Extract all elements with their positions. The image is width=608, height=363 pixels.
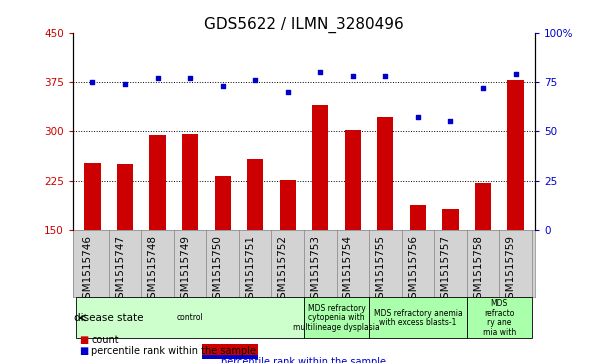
Point: [88, 79, 97, 85]
Text: GSM1515746: GSM1515746: [83, 235, 92, 305]
Text: GSM1515756: GSM1515756: [408, 235, 418, 305]
Text: disease state: disease state: [74, 313, 143, 323]
Bar: [312, 105, 328, 230]
Point: [316, 69, 325, 75]
Bar: [150, 135, 166, 230]
Bar: [475, 183, 491, 230]
Text: GSM1515753: GSM1515753: [310, 235, 320, 305]
Bar: [215, 176, 231, 230]
Text: ■: ■: [79, 335, 88, 345]
Bar: [247, 159, 263, 230]
Text: MDS refractory anemia
with excess blasts-1: MDS refractory anemia with excess blasts…: [373, 309, 462, 327]
Point: [250, 77, 260, 83]
Text: GSM1515754: GSM1515754: [343, 235, 353, 305]
Point: [446, 118, 455, 124]
Point: [283, 89, 292, 95]
Text: MDS
refracto
ry ane
mia with: MDS refracto ry ane mia with: [483, 299, 516, 337]
Bar: [202, 344, 258, 358]
Text: GSM1515759: GSM1515759: [505, 235, 516, 305]
Text: GSM1515750: GSM1515750: [213, 235, 223, 305]
Bar: [467, 297, 532, 338]
Bar: [85, 163, 100, 230]
Text: control: control: [177, 313, 204, 322]
Point: [120, 81, 130, 87]
Point: [381, 73, 390, 79]
Text: MDS refractory
cytopenia with
multilineage dysplasia: MDS refractory cytopenia with multilinea…: [293, 304, 380, 332]
Text: count: count: [221, 347, 249, 357]
Bar: [76, 297, 304, 338]
Text: GSM1515758: GSM1515758: [473, 235, 483, 305]
Point: [478, 85, 488, 91]
Bar: [117, 164, 133, 230]
Bar: [304, 297, 369, 338]
Bar: [182, 134, 198, 230]
Bar: [202, 355, 258, 363]
Bar: [280, 180, 296, 230]
Text: percentile rank within the sample: percentile rank within the sample: [91, 346, 256, 356]
Bar: [410, 205, 426, 230]
Point: [153, 75, 162, 81]
Point: [413, 115, 423, 121]
Bar: [377, 117, 393, 230]
Bar: [369, 297, 467, 338]
Text: GSM1515751: GSM1515751: [245, 235, 255, 305]
Text: GSM1515752: GSM1515752: [278, 235, 288, 305]
Text: GSM1515757: GSM1515757: [440, 235, 451, 305]
Bar: [345, 130, 361, 230]
Bar: [442, 209, 458, 230]
Text: count: count: [91, 335, 119, 345]
Text: percentile rank within the sample: percentile rank within the sample: [221, 358, 386, 363]
Title: GDS5622 / ILMN_3280496: GDS5622 / ILMN_3280496: [204, 16, 404, 33]
Text: GSM1515748: GSM1515748: [148, 235, 157, 305]
Point: [185, 75, 195, 81]
Text: ■: ■: [79, 346, 88, 356]
Point: [511, 71, 520, 77]
Text: GSM1515749: GSM1515749: [180, 235, 190, 305]
Text: GSM1515755: GSM1515755: [375, 235, 385, 305]
Point: [348, 73, 358, 79]
Text: GSM1515747: GSM1515747: [115, 235, 125, 305]
Bar: [508, 80, 523, 230]
Point: [218, 83, 227, 89]
